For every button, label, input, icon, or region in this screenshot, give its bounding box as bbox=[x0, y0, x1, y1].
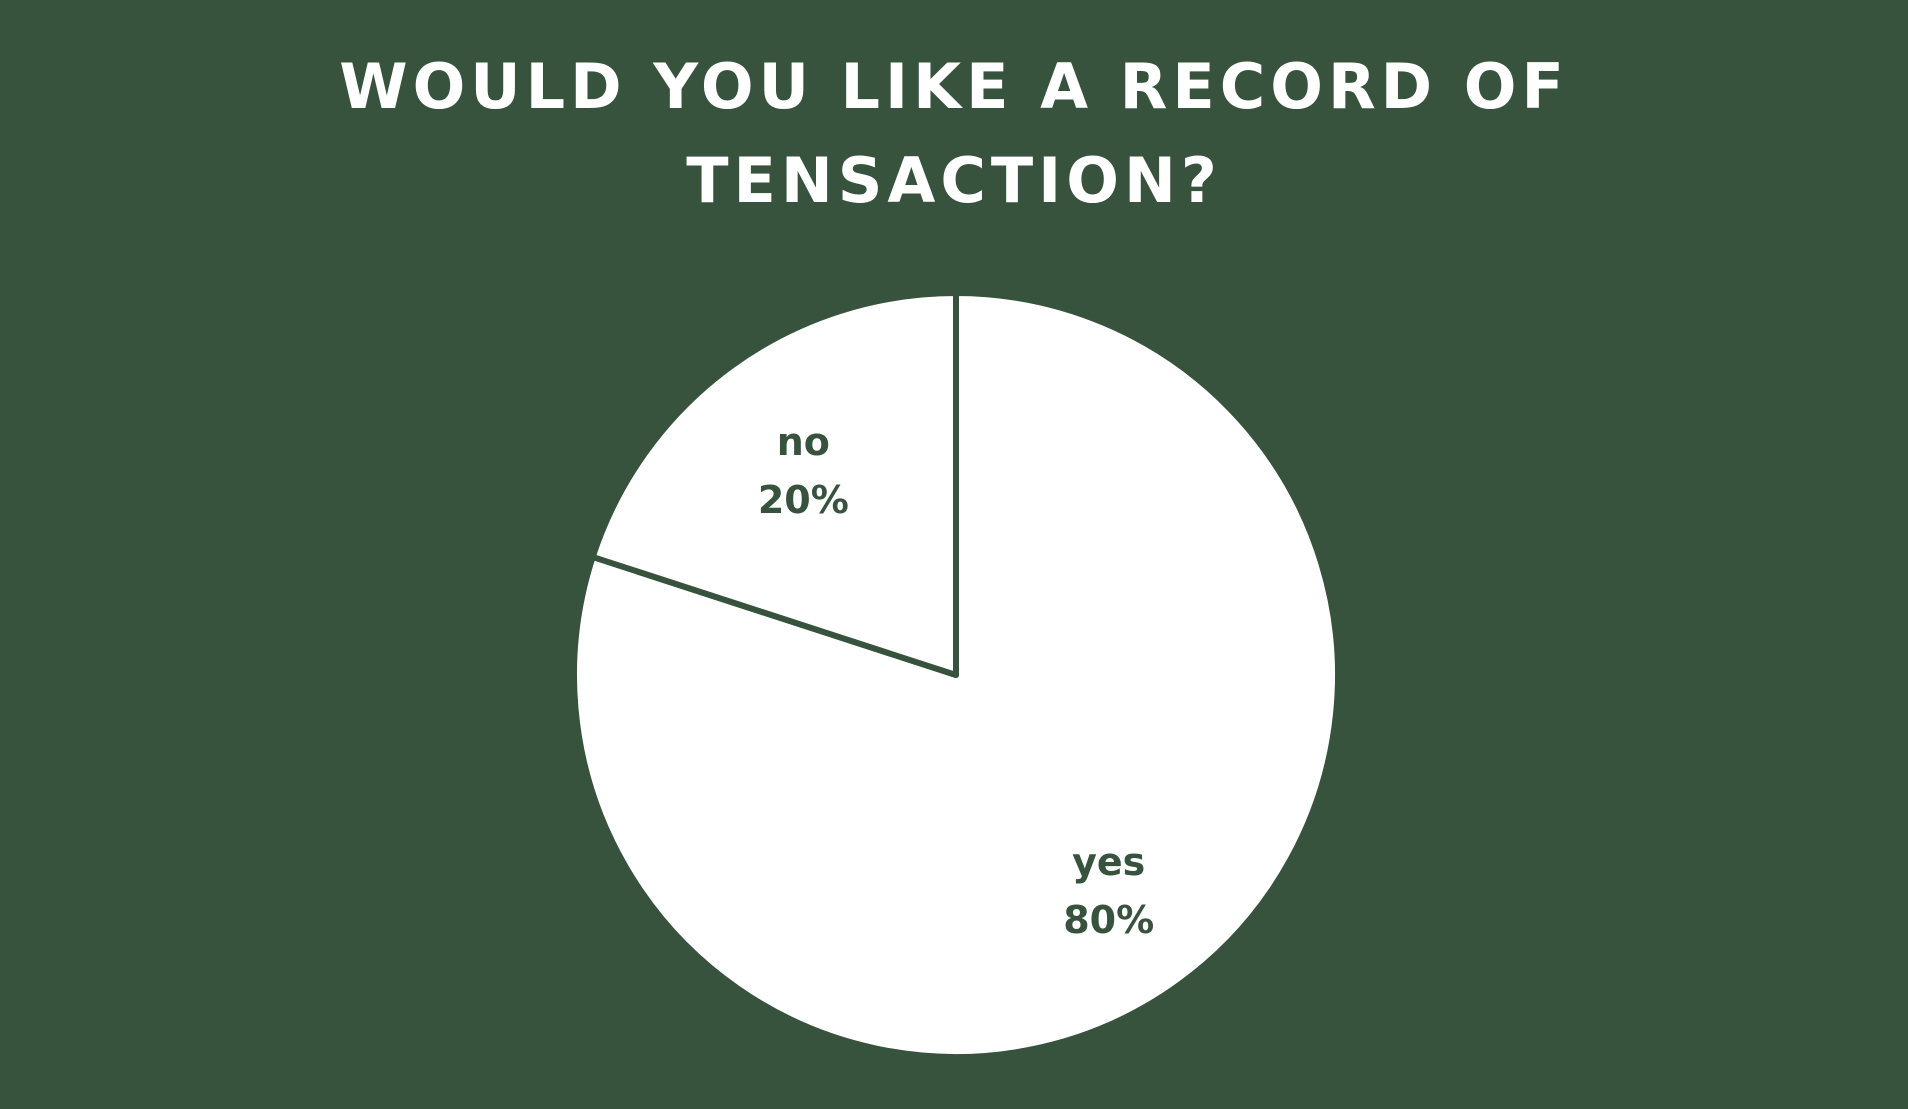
pie-labels: yes 80% no 20% bbox=[758, 420, 1154, 942]
slice-label-no: no 20% bbox=[758, 420, 849, 522]
pie-slice-no bbox=[589, 290, 959, 678]
slice-value-label: 80% bbox=[1063, 898, 1154, 942]
pie-slices bbox=[571, 290, 1341, 1060]
slice-category-label: yes bbox=[1072, 840, 1145, 884]
slice-category-label: no bbox=[777, 420, 830, 464]
chart-title-line-2: TENSACTION? bbox=[686, 144, 1222, 217]
slice-label-yes: yes 80% bbox=[1063, 840, 1154, 942]
slice-value-label: 20% bbox=[758, 478, 849, 522]
chart-title-line-1: WOULD YOU LIKE A RECORD OF bbox=[339, 50, 1569, 123]
